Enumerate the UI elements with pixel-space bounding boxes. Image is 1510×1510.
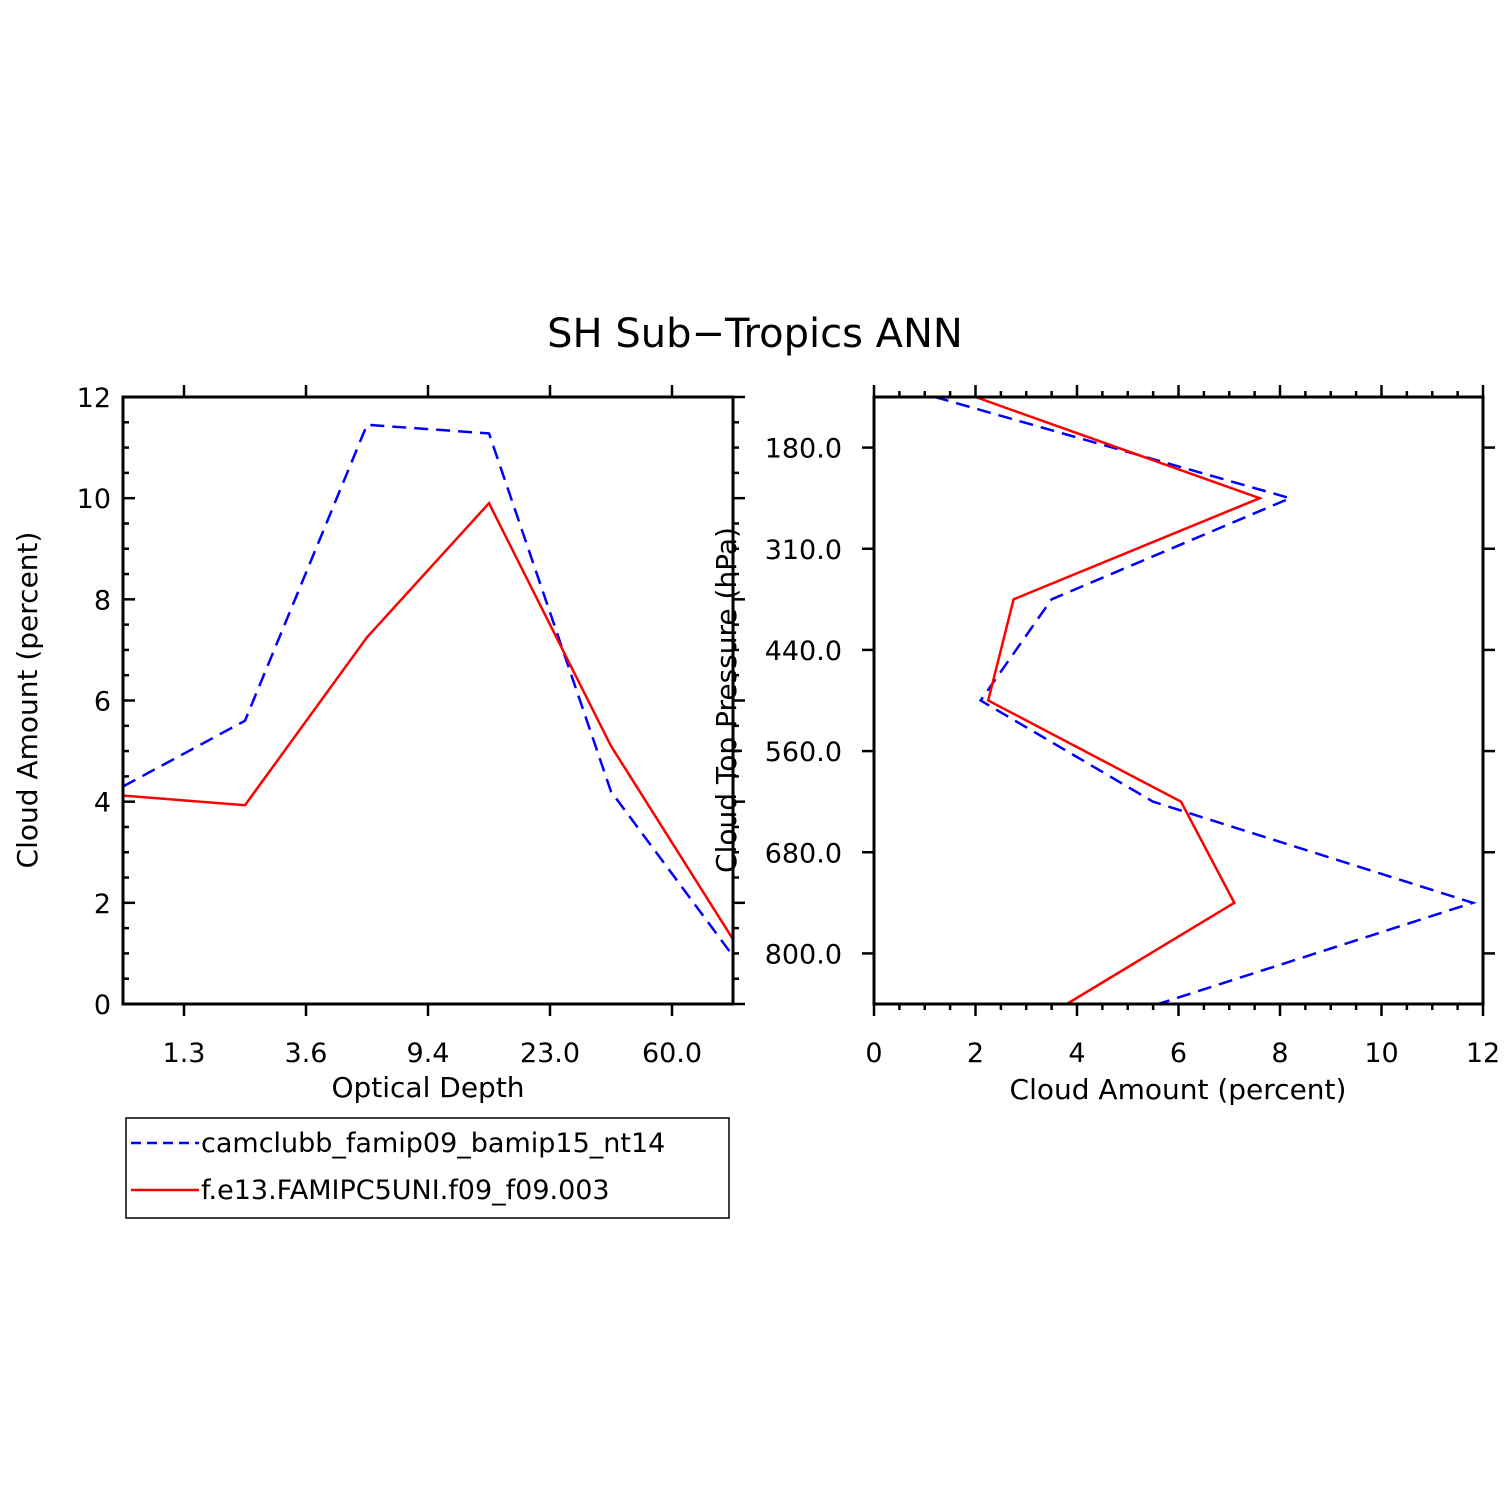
left-y-tick-label: 2 (94, 889, 111, 920)
right-y-tick-label: 560.0 (765, 737, 842, 768)
left-y-tick-label: 12 (77, 383, 111, 414)
right-series-line-2 (975, 395, 1264, 1006)
left-y-tick-label: 6 (94, 687, 111, 718)
right-x-axis-label: Cloud Amount (percent) (1010, 1073, 1347, 1106)
right-y-tick-label: 180.0 (765, 434, 842, 465)
left-x-tick-label: 1.3 (163, 1038, 206, 1069)
right-y-tick-label: 680.0 (765, 838, 842, 869)
left-y-tick-label: 10 (77, 484, 111, 515)
right-panel-series (934, 395, 1477, 1006)
legend: camclubb_famip09_bamip15_nt14 f.e13.FAMI… (125, 1117, 730, 1219)
left-y-tick-label: 0 (94, 990, 111, 1021)
legend-label-series-2: f.e13.FAMIPC5UNI.f09_f09.003 (201, 1175, 610, 1206)
right-panel-tick-labels: 0 2 4 6 8 10 12 180.0 310.0 440.0 560.0 680.0 800.0 (765, 434, 1500, 1069)
left-x-tick-label: 3.6 (285, 1038, 328, 1069)
right-plot-frame (872, 395, 1485, 1006)
optical-depth-panel: 0 2 4 6 8 10 12 1.3 3.6 9.4 23.0 60.0 Optical Depth… (11, 383, 745, 1104)
left-series-line-1 (122, 423, 735, 957)
left-plot-frame (121, 395, 735, 1006)
left-x-tick-label: 23.0 (520, 1038, 580, 1069)
left-y-tick-label: 4 (94, 788, 111, 819)
left-x-axis-label: Optical Depth (331, 1071, 524, 1104)
legend-label-series-1: camclubb_famip09_bamip15_nt14 (201, 1128, 665, 1159)
left-panel-ticks (123, 385, 745, 1016)
right-x-tick-label: 12 (1466, 1038, 1500, 1069)
left-x-tick-label: 60.0 (642, 1038, 702, 1069)
right-x-tick-label: 10 (1364, 1038, 1398, 1069)
left-series-line-2 (122, 501, 735, 940)
left-y-axis-label: Cloud Amount (percent) (11, 532, 44, 869)
cloud-top-pressure-panel: 0 2 4 6 8 10 12180.0310.0440.0560.0680.0800.0 … (710, 385, 1500, 1106)
right-x-tick-label: 8 (1271, 1038, 1288, 1069)
right-x-tick-label: 6 (1170, 1038, 1187, 1069)
legend-box (125, 1117, 730, 1219)
right-y-tick-label: 440.0 (765, 636, 842, 667)
right-y-tick-label: 310.0 (765, 535, 842, 566)
right-y-axis-label: Cloud Top Pressure (hPa) (710, 527, 743, 873)
right-panel-ticks (862, 385, 1495, 1016)
figure-title: SH Sub−Tropics ANN (547, 311, 963, 357)
left-panel-series (122, 423, 735, 957)
right-y-tick-label: 800.0 (765, 939, 842, 970)
left-x-tick-label: 9.4 (407, 1038, 450, 1069)
left-panel-tick-labels: 0 2 4 6 8 10 12 1.3 3.6 9.4 23.0 60.0 (77, 383, 702, 1069)
right-x-tick-label: 2 (967, 1038, 984, 1069)
right-x-tick-label: 0 (865, 1038, 882, 1069)
right-x-tick-label: 4 (1068, 1038, 1085, 1069)
left-y-tick-label: 8 (94, 585, 111, 616)
right-series-line-1 (934, 395, 1477, 1006)
